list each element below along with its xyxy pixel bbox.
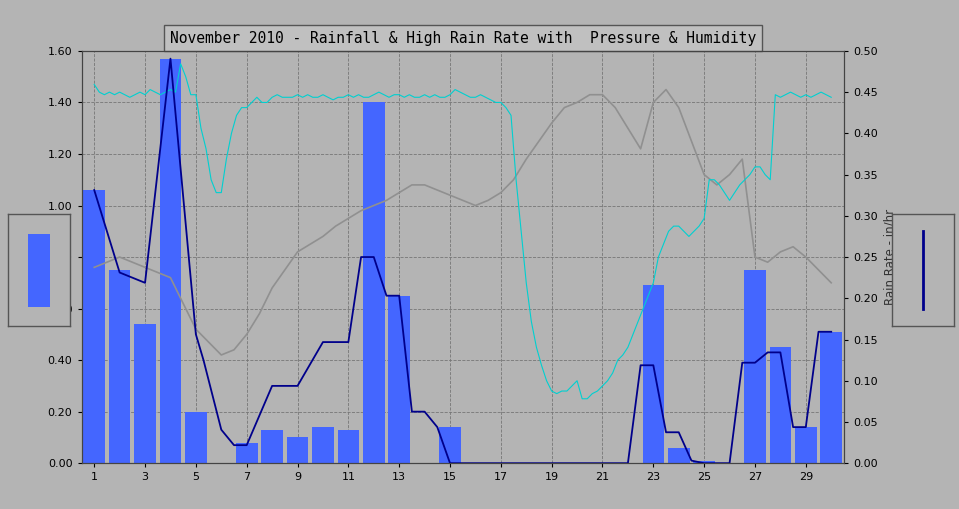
Y-axis label: Rain - in: Rain - in bbox=[29, 233, 42, 281]
Bar bbox=[388, 296, 410, 463]
Bar bbox=[28, 234, 50, 307]
Bar bbox=[795, 427, 817, 463]
Bar bbox=[693, 461, 715, 463]
Bar bbox=[159, 59, 181, 463]
Y-axis label: Rain Rate - in/hr: Rain Rate - in/hr bbox=[883, 209, 897, 305]
Bar bbox=[261, 430, 283, 463]
Bar bbox=[363, 102, 385, 463]
Title: November 2010 - Rainfall & High Rain Rate with  Pressure & Humidity: November 2010 - Rainfall & High Rain Rat… bbox=[170, 31, 756, 46]
Bar bbox=[769, 347, 791, 463]
Bar bbox=[312, 427, 334, 463]
Bar bbox=[108, 270, 130, 463]
Bar bbox=[338, 430, 360, 463]
Bar bbox=[83, 190, 105, 463]
Bar bbox=[820, 332, 842, 463]
Bar bbox=[134, 324, 156, 463]
Bar bbox=[185, 412, 207, 463]
Bar bbox=[643, 286, 665, 463]
Bar bbox=[236, 443, 258, 463]
Bar bbox=[287, 437, 309, 463]
Bar bbox=[667, 448, 690, 463]
Bar bbox=[744, 270, 766, 463]
Bar bbox=[439, 427, 461, 463]
